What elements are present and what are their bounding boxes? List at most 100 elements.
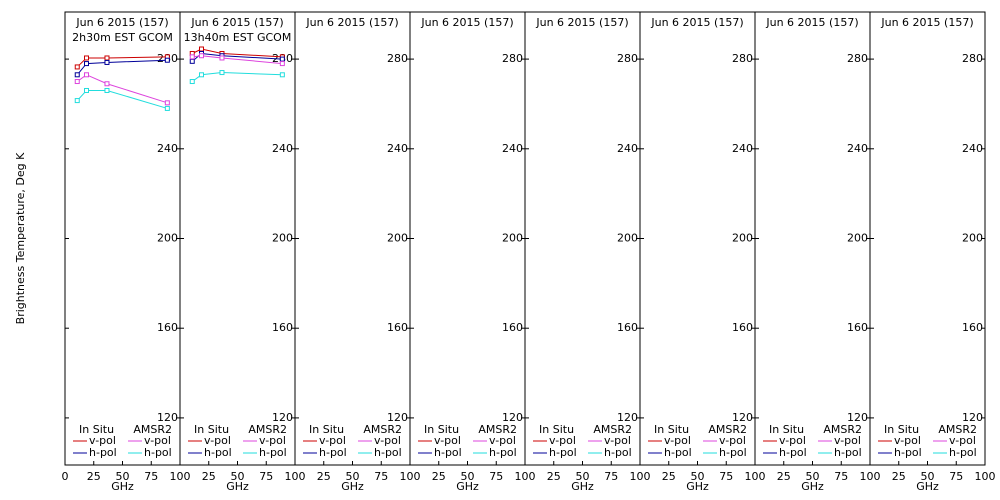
legend-label: h-pol: [319, 446, 347, 459]
legend-label: v-pol: [259, 434, 286, 447]
point-marker: [279, 72, 285, 78]
series-line: [76, 89, 168, 109]
point-marker: [189, 54, 195, 60]
x-tick-label: 100: [745, 470, 766, 483]
legend-group: AMSR2: [708, 423, 747, 436]
legend-group: AMSR2: [478, 423, 517, 436]
y-tick-label: 120: [617, 411, 638, 424]
x-tick-label: 75: [374, 470, 388, 483]
legend-group: In Situ: [539, 423, 574, 436]
series-line: [76, 74, 168, 104]
x-tick-label: 75: [949, 470, 963, 483]
legend-group: AMSR2: [363, 423, 402, 436]
y-tick-label: 120: [387, 411, 408, 424]
point-marker: [84, 87, 90, 93]
legend-label: v-pol: [779, 434, 806, 447]
point-marker: [219, 70, 225, 76]
x-tick-label: 25: [87, 470, 101, 483]
point-marker: [74, 79, 80, 85]
x-tick-label: 100: [285, 470, 306, 483]
legend-label: v-pol: [604, 434, 631, 447]
y-tick-label: 160: [732, 321, 753, 334]
x-tick-label: 50: [806, 470, 820, 483]
legend-label: v-pol: [489, 434, 516, 447]
point-marker: [104, 87, 110, 93]
y-tick-label: 240: [847, 142, 868, 155]
point-marker: [199, 72, 205, 78]
legend-label: h-pol: [204, 446, 232, 459]
legend-label: h-pol: [144, 446, 172, 459]
legend-group: In Situ: [654, 423, 689, 436]
x-tick-label: 25: [547, 470, 561, 483]
point-marker: [104, 81, 110, 87]
x-axis-label: GHz: [226, 480, 249, 493]
x-axis-label: GHz: [571, 480, 594, 493]
point-marker: [219, 55, 225, 61]
x-tick-label: 50: [921, 470, 935, 483]
y-tick-label: 200: [617, 232, 638, 245]
point-marker: [74, 72, 80, 78]
legend-label: v-pol: [719, 434, 746, 447]
x-tick-label: 100: [400, 470, 421, 483]
x-tick-label: 25: [892, 470, 906, 483]
x-tick-label: 50: [691, 470, 705, 483]
x-axis-label: GHz: [686, 480, 709, 493]
y-tick-label: 240: [157, 142, 178, 155]
y-tick-label: 200: [502, 232, 523, 245]
panel-title: Jun 6 2015 (157): [75, 16, 168, 29]
y-tick-label: 280: [617, 52, 638, 65]
legend-group: AMSR2: [133, 423, 172, 436]
panel-title: Jun 6 2015 (157): [650, 16, 743, 29]
x-axis-label: GHz: [456, 480, 479, 493]
legend-group: In Situ: [79, 423, 114, 436]
legend-label: h-pol: [89, 446, 117, 459]
point-marker: [84, 72, 90, 78]
series-line: [192, 55, 283, 65]
y-tick-label: 160: [272, 321, 293, 334]
legend-label: h-pol: [489, 446, 517, 459]
legend-label: v-pol: [374, 434, 401, 447]
legend-group: In Situ: [424, 423, 459, 436]
legend-label: h-pol: [374, 446, 402, 459]
panel-title: Jun 6 2015 (157): [305, 16, 398, 29]
series-line: [191, 52, 283, 62]
legend-label: h-pol: [434, 446, 462, 459]
y-tick-label: 160: [502, 321, 523, 334]
x-tick-label: 25: [777, 470, 791, 483]
y-tick-label: 160: [847, 321, 868, 334]
y-tick-label: 240: [732, 142, 753, 155]
x-tick-label: 25: [317, 470, 331, 483]
y-tick-label: 160: [617, 321, 638, 334]
y-tick-label: 200: [962, 232, 983, 245]
x-tick-label: 25: [662, 470, 676, 483]
x-axis-label: GHz: [341, 480, 364, 493]
y-tick-label: 240: [962, 142, 983, 155]
legend-label: h-pol: [604, 446, 632, 459]
x-axis-label: GHz: [111, 480, 134, 493]
point-marker: [164, 57, 170, 63]
x-tick-label: 25: [432, 470, 446, 483]
y-tick-label: 200: [157, 232, 178, 245]
panel-subtitle: 2h30m EST GCOM: [72, 31, 173, 44]
legend-label: v-pol: [664, 434, 691, 447]
x-tick-label: 25: [202, 470, 216, 483]
y-tick-label: 200: [387, 232, 408, 245]
point-marker: [84, 55, 90, 61]
point-marker: [279, 56, 285, 62]
legend-group: In Situ: [769, 423, 804, 436]
legend-label: v-pol: [319, 434, 346, 447]
series-line: [76, 56, 168, 68]
x-tick-label: 50: [231, 470, 245, 483]
y-tick-label: 280: [387, 52, 408, 65]
x-tick-label: 75: [144, 470, 158, 483]
panel-title: Jun 6 2015 (157): [190, 16, 283, 29]
legend-label: v-pol: [434, 434, 461, 447]
y-tick-label: 240: [387, 142, 408, 155]
panel-subtitle: 13h40m EST GCOM: [184, 31, 292, 44]
point-marker: [199, 46, 205, 52]
legend-label: h-pol: [834, 446, 862, 459]
x-tick-label: 100: [515, 470, 536, 483]
y-tick-label: 280: [847, 52, 868, 65]
x-axis-label: GHz: [801, 480, 824, 493]
